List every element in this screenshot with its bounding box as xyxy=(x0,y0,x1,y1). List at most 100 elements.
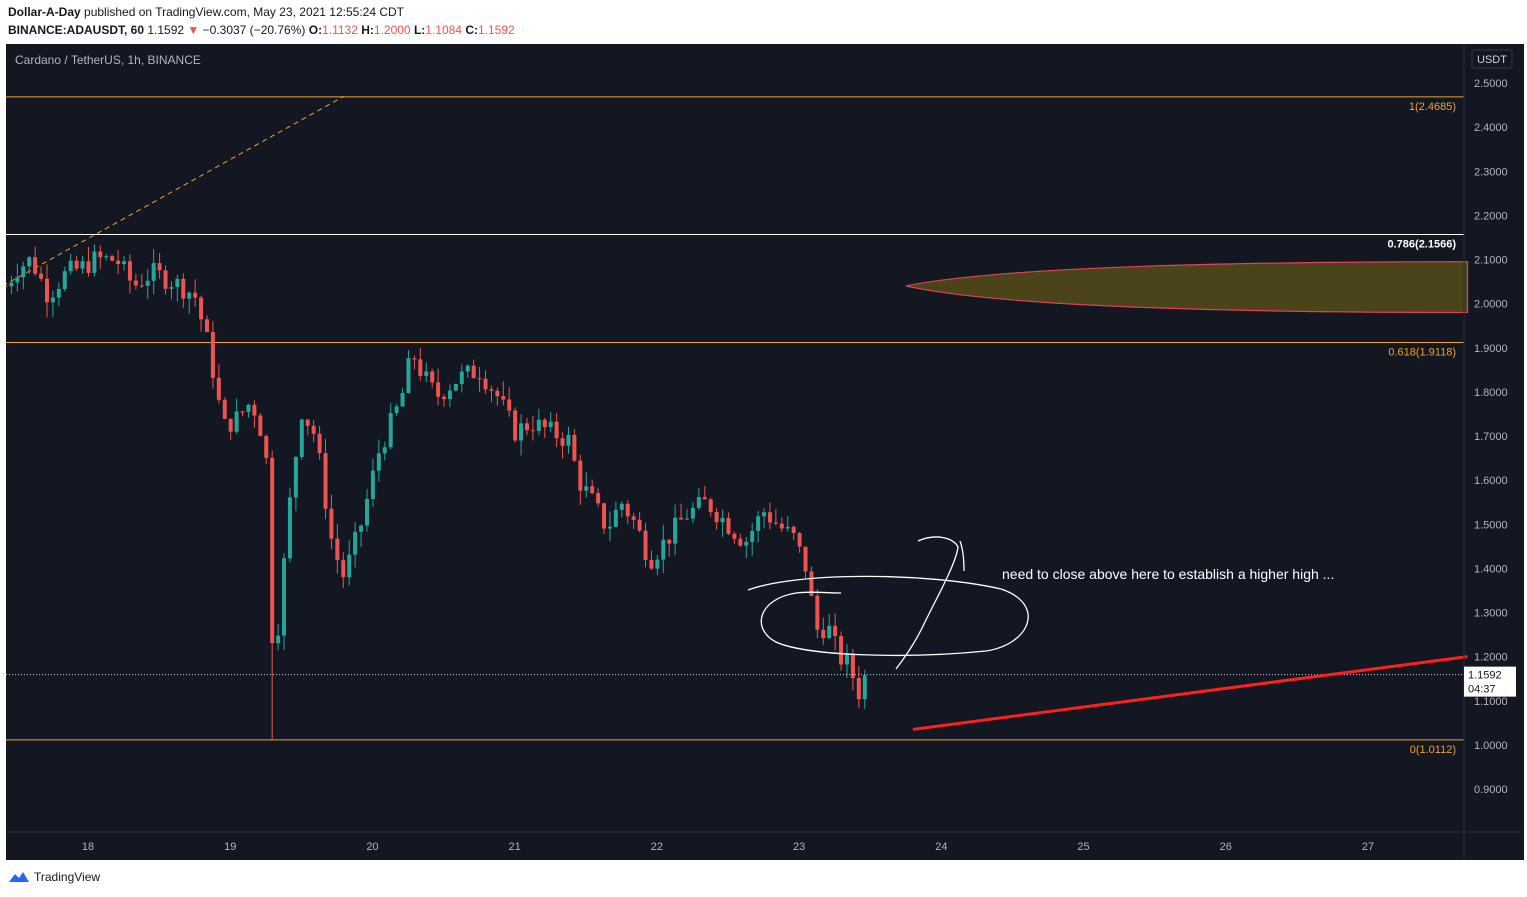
candle-body xyxy=(39,273,44,279)
y-tick-label: 1.3000 xyxy=(1474,608,1508,620)
candle-body xyxy=(264,435,269,458)
candle-body xyxy=(56,288,61,298)
candle-body xyxy=(234,411,239,432)
x-tick-label: 21 xyxy=(509,841,521,853)
countdown-label: 04:37 xyxy=(1468,684,1496,696)
candle-body xyxy=(785,526,790,529)
x-tick-label: 24 xyxy=(935,841,947,853)
open-label: O: xyxy=(308,23,323,37)
candle-body xyxy=(110,256,115,261)
candle-body xyxy=(27,257,32,267)
currency-button[interactable]: USDT xyxy=(1471,49,1513,69)
x-tick-label: 25 xyxy=(1077,841,1089,853)
x-tick-label: 26 xyxy=(1220,841,1232,853)
candle-body xyxy=(471,365,476,379)
candle-body xyxy=(684,518,689,520)
y-tick-label: 1.1000 xyxy=(1474,696,1508,708)
candle-body xyxy=(625,503,630,517)
candle-body xyxy=(50,297,55,303)
candle-body xyxy=(803,546,808,572)
candle-body xyxy=(862,675,867,700)
candle-body xyxy=(388,413,393,448)
candle-body xyxy=(412,358,417,360)
candle-body xyxy=(293,457,298,498)
high-value: 1.2000 xyxy=(373,23,411,37)
price-change: −0.3037 (−20.76%) xyxy=(202,23,306,37)
freehand-arrow-tick xyxy=(959,540,965,572)
candle-body xyxy=(329,508,334,539)
candle-body xyxy=(68,260,73,272)
tradingview-logo-icon xyxy=(9,872,29,882)
candle-body xyxy=(311,425,316,434)
candle-body xyxy=(720,517,725,523)
y-tick-label: 2.5000 xyxy=(1474,78,1508,90)
candle-body xyxy=(649,559,654,569)
candle-body xyxy=(767,512,772,523)
candle-body xyxy=(80,261,85,269)
candle-body xyxy=(714,511,719,523)
y-tick-label: 1.5000 xyxy=(1474,519,1508,531)
candle-body xyxy=(554,421,559,439)
candle-body xyxy=(376,453,381,471)
candle-body xyxy=(418,359,423,376)
tradingview-logo[interactable]: TradingView xyxy=(8,870,100,884)
candle-body xyxy=(744,541,749,546)
candle-body xyxy=(204,319,209,332)
low-label: L: xyxy=(413,23,426,37)
candle-body xyxy=(382,447,387,454)
candle-body xyxy=(856,678,861,700)
candle-body xyxy=(513,410,518,441)
candle-body xyxy=(98,251,103,258)
candle-body xyxy=(92,251,97,273)
candle-body xyxy=(210,331,215,378)
candle-body xyxy=(323,453,328,509)
candle-body xyxy=(602,503,607,529)
tradingview-brand: TradingView xyxy=(34,870,101,884)
y-tick-label: 1.9000 xyxy=(1474,343,1508,355)
author-line: Dollar-A-Day published on TradingView.co… xyxy=(8,5,404,19)
support-trendline xyxy=(912,655,1468,731)
candle-body xyxy=(524,423,529,431)
y-tick-label: 1.7000 xyxy=(1474,431,1508,443)
candle-body xyxy=(643,530,648,560)
candle-body xyxy=(850,654,855,679)
candle-body xyxy=(738,538,743,546)
y-tick-label: 1.0000 xyxy=(1474,740,1508,752)
y-tick-label: 1.4000 xyxy=(1474,563,1508,575)
candle-body xyxy=(566,434,571,446)
candle-body xyxy=(791,526,796,534)
candle-body xyxy=(299,419,304,458)
y-tick-label: 2.3000 xyxy=(1474,166,1508,178)
close-value: 1.1592 xyxy=(478,23,515,37)
candle-body xyxy=(507,399,512,411)
currency-label: USDT xyxy=(1477,54,1507,66)
candle-body xyxy=(270,457,275,644)
down-arrow-icon: ▼ xyxy=(187,23,200,37)
author-name[interactable]: Dollar-A-Day xyxy=(8,5,81,19)
high-label: H: xyxy=(361,23,374,37)
candle-body xyxy=(258,415,263,436)
candle-body xyxy=(655,559,660,569)
candle-body xyxy=(127,261,132,281)
candle-body xyxy=(596,493,601,504)
candle-body xyxy=(839,636,844,665)
candle-body xyxy=(572,434,577,461)
chart-area[interactable]: 1(2.4685) 0.786(2.1566) 0.618(1.9118) 0(1.0… xyxy=(2,44,1524,860)
candle-body xyxy=(679,517,684,520)
fib-trend-dashed-line xyxy=(2,95,345,287)
candle-body xyxy=(631,516,636,520)
candle-body xyxy=(667,539,672,544)
candle-body xyxy=(815,595,820,630)
candle-body xyxy=(145,280,150,286)
candle-body xyxy=(447,390,452,400)
candle-body xyxy=(726,517,731,534)
candle-body xyxy=(122,261,127,265)
candle-body xyxy=(282,558,287,636)
candle-body xyxy=(139,285,144,287)
candle-body xyxy=(335,538,340,561)
candle-body xyxy=(33,257,38,274)
candlestick-chart[interactable]: 1(2.4685) 0.786(2.1566) 0.618(1.9118) 0(1.0… xyxy=(2,44,1524,860)
x-tick-label: 19 xyxy=(224,841,236,853)
candle-body xyxy=(157,263,162,271)
candle-body xyxy=(661,539,666,560)
